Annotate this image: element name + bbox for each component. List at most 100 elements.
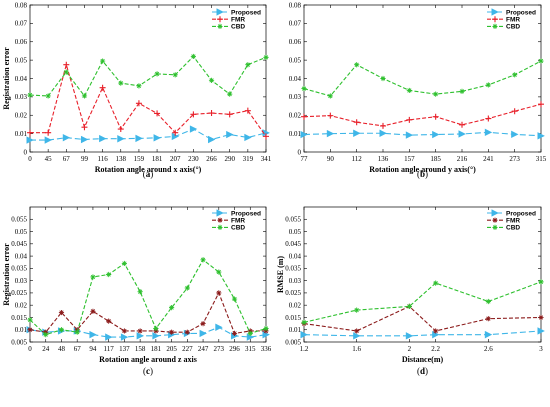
y-tick-label: 0.015: [285, 314, 301, 322]
y-tick-label: 0.045: [285, 240, 301, 248]
data-point: [62, 133, 71, 142]
data-point: [405, 131, 414, 139]
data-point: [300, 330, 308, 339]
data-point: [511, 130, 519, 139]
legend-label: Proposed: [231, 210, 261, 217]
legend-marker: [491, 209, 499, 217]
x-tick-label: 336: [261, 345, 272, 353]
data-point: [26, 136, 34, 144]
legend-label: FMR: [231, 17, 245, 24]
y-tick-label: 0.08: [289, 1, 302, 9]
data-point: [121, 260, 127, 267]
data-point: [485, 316, 491, 322]
y-tick-label: 0.055: [285, 216, 301, 224]
legend-marker: [217, 217, 223, 223]
data-point: [100, 58, 106, 64]
data-point: [226, 130, 234, 139]
caption-open: (: [417, 366, 420, 376]
x-tick-label: 296: [229, 345, 240, 353]
data-point: [89, 330, 97, 339]
subplot-c: 0.005 0.01 0.015 0.02 0.025 0.03 0.035 0.04 0.04…: [2, 206, 272, 376]
series-line: [303, 330, 542, 337]
y-tick-label: 0.045: [11, 240, 27, 248]
y-tick-label: 0.01: [15, 326, 28, 334]
x-tick-label: 24: [42, 345, 50, 353]
data-point: [244, 107, 251, 114]
data-point: [190, 111, 197, 118]
data-point: [120, 333, 129, 341]
x-tick-label: 2: [408, 345, 412, 353]
caption-close: ): [425, 366, 428, 376]
data-point: [27, 317, 33, 323]
data-point: [215, 323, 223, 331]
data-point: [247, 330, 253, 337]
data-point: [353, 129, 361, 137]
data-point: [27, 92, 33, 98]
data-point: [45, 93, 51, 99]
x-tick-label: 315: [245, 345, 256, 353]
y-tick-label: 0.02: [15, 301, 28, 309]
data-point: [537, 132, 545, 140]
x-tick-label: 2.6: [484, 345, 493, 353]
data-point: [485, 115, 492, 122]
data-point: [538, 279, 544, 285]
y-tick-label: 0.06: [289, 38, 302, 46]
data-point: [105, 333, 113, 341]
data-point: [135, 134, 143, 143]
caption-close: ): [150, 366, 153, 376]
subplot-a: 0 0.01 0.02 0.03 0.04 0.05 0.06 0.07 0.08 0 45 67 99…: [2, 1, 272, 179]
data-point: [43, 332, 49, 338]
x-tick-label: 205: [166, 345, 177, 353]
y-tick-label: 0.05: [15, 228, 28, 236]
data-point: [433, 328, 439, 334]
series-line: [303, 131, 542, 137]
subplot-caption: (a): [143, 169, 154, 179]
legend-label: FMR: [231, 218, 245, 225]
data-point: [90, 308, 96, 314]
data-point: [27, 129, 33, 136]
data-point: [538, 314, 544, 321]
subplot-caption: (d): [417, 366, 428, 376]
legend-label: FMR: [506, 218, 520, 225]
series-line: [30, 62, 267, 137]
y-tick-label: 0.07: [289, 20, 302, 28]
y-axis-label: RMSE (m): [276, 256, 285, 293]
data-point: [99, 84, 106, 91]
x-tick-label: 67: [63, 155, 71, 163]
y-tick-label: 0.04: [15, 75, 28, 83]
data-point: [406, 303, 412, 310]
data-point: [327, 93, 333, 99]
data-point: [208, 110, 215, 117]
series-cbd: [301, 279, 544, 325]
subplot-caption: (b): [417, 169, 428, 179]
plot-frame: [303, 206, 542, 343]
y-tick-label: 0.05: [289, 56, 302, 64]
data-point: [379, 129, 387, 137]
x-tick-label: 315: [536, 155, 547, 163]
data-point: [406, 87, 412, 94]
x-tick-label: 241: [483, 155, 494, 163]
caption-letter: a: [146, 169, 151, 179]
data-point: [432, 130, 440, 139]
x-tick-label: 136: [378, 155, 389, 163]
data-point: [154, 71, 160, 77]
data-point: [27, 327, 33, 333]
x-tick-label: 67: [74, 345, 82, 353]
series-line: [303, 103, 542, 127]
x-tick-label: 1.2: [300, 345, 309, 353]
data-point: [121, 328, 127, 334]
y-axis-label: Registration error: [2, 47, 11, 110]
data-point: [152, 332, 160, 340]
y-tick-label: 0: [298, 148, 302, 156]
y-tick-label: 0.04: [289, 75, 302, 83]
data-point: [231, 296, 238, 302]
data-point: [136, 332, 145, 340]
data-point: [81, 124, 88, 131]
x-tick-label: 319: [243, 155, 254, 163]
y-tick-label: 0.01: [289, 326, 302, 334]
legend-label: CBD: [231, 24, 245, 31]
caption-letter: b: [420, 169, 425, 179]
y-tick-label: 0.01: [15, 130, 28, 138]
